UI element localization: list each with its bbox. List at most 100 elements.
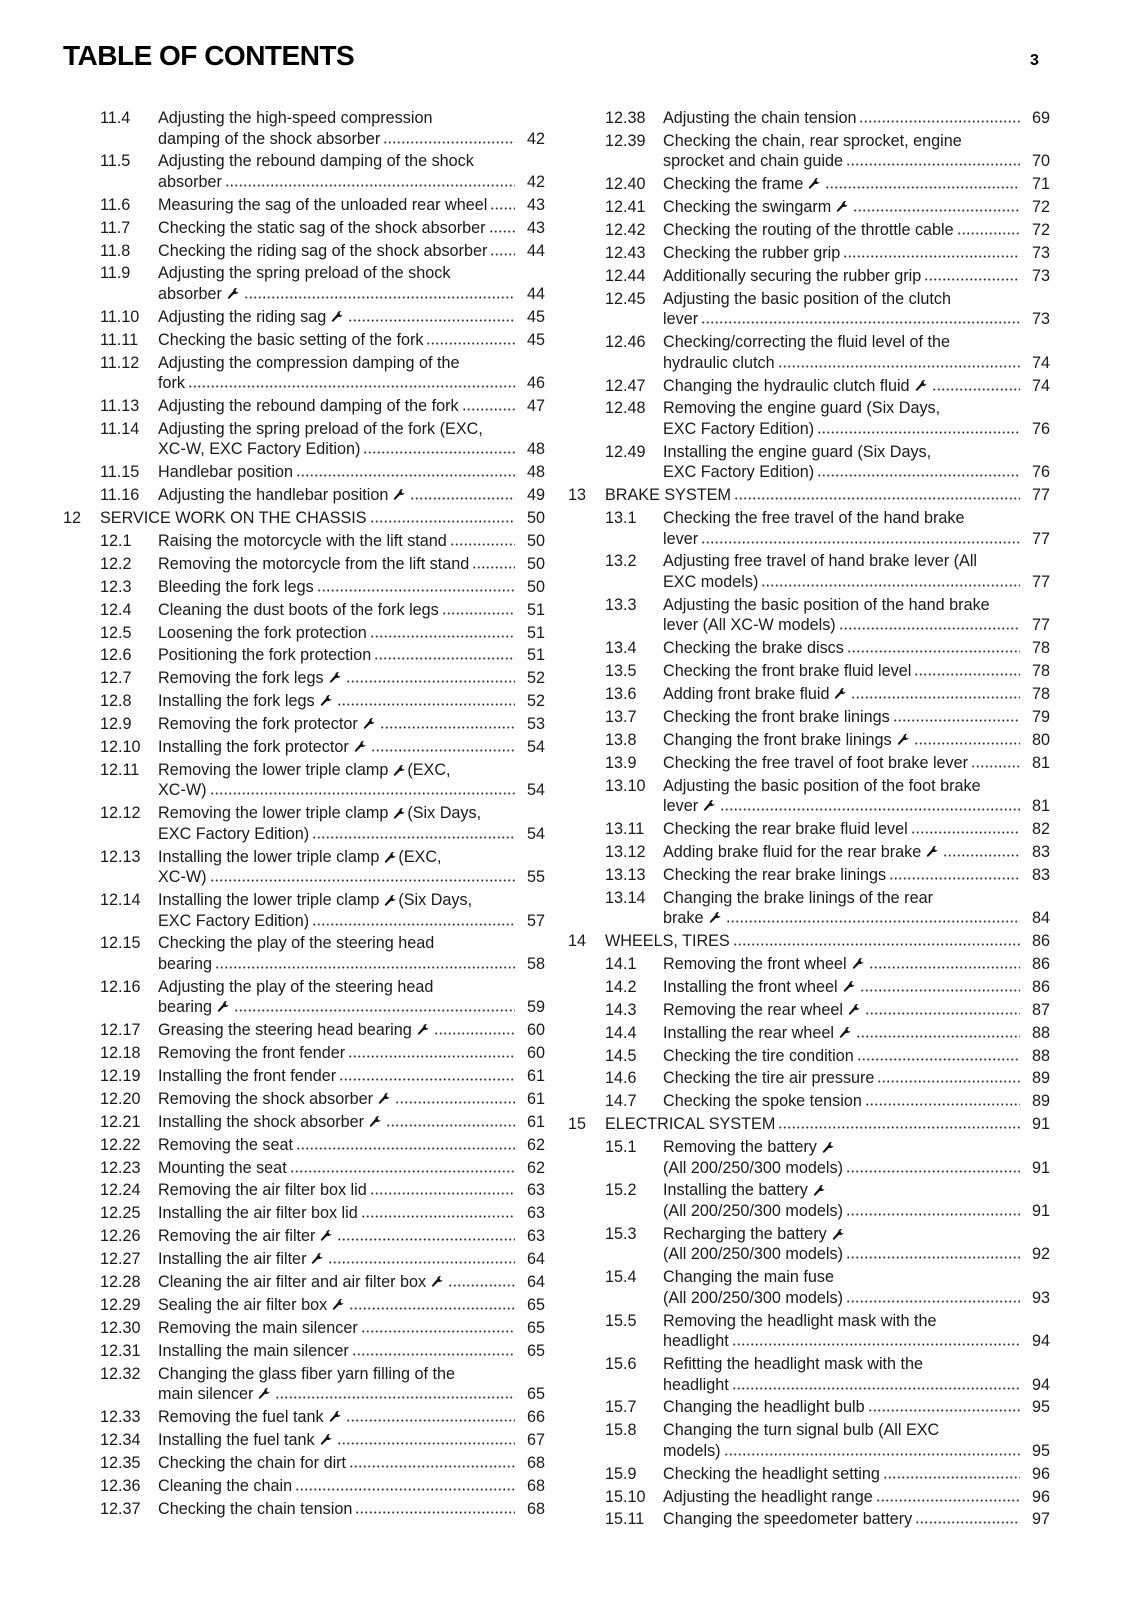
toc-entry[interactable]: 12.11 Removing the lower triple clamp (EXC… <box>63 760 545 801</box>
page-number-link[interactable]: 65 <box>526 1341 545 1360</box>
page-number-link[interactable]: 67 <box>526 1430 545 1449</box>
page-number-link[interactable]: 49 <box>526 486 545 505</box>
toc-entry[interactable]: 13.5 Checking the front brake fluid level… <box>568 661 1050 682</box>
page-number-link[interactable]: 76 <box>1031 463 1050 482</box>
toc-entry[interactable]: 14.7 Checking the spoke tension 89 <box>568 1091 1050 1112</box>
page-number-link[interactable]: 74 <box>1031 376 1050 395</box>
page-number-link[interactable]: 76 <box>1031 419 1050 438</box>
toc-entry[interactable]: 12.30 Removing the main silencer 65 <box>63 1318 545 1339</box>
page-number-link[interactable]: 95 <box>1031 1441 1050 1460</box>
page-number-link[interactable]: 94 <box>1031 1375 1050 1394</box>
page-number-link[interactable]: 73 <box>1031 243 1050 262</box>
page-number-link[interactable]: 72 <box>1031 198 1050 217</box>
page-number-link[interactable]: 46 <box>526 374 545 393</box>
toc-entry[interactable]: 11.7 Checking the static sag of the shock… <box>63 218 545 239</box>
toc-entry[interactable]: 12.14 Installing the lower triple clamp (S… <box>63 890 545 931</box>
toc-entry[interactable]: 15.6 Refitting the headlight mask with th… <box>568 1354 1050 1395</box>
toc-entry[interactable]: 12.7 Removing the fork legs 52 <box>63 668 545 689</box>
page-number-link[interactable]: 53 <box>526 715 545 734</box>
toc-entry[interactable]: 12.48 Removing the engine guard (Six Days… <box>568 398 1050 439</box>
toc-entry[interactable]: 11.5 Adjusting the rebound damping of the… <box>63 151 545 192</box>
toc-entry[interactable]: 12.31 Installing the main silencer 65 <box>63 1341 545 1362</box>
page-number-link[interactable]: 81 <box>1031 797 1050 816</box>
toc-entry[interactable]: 11.4 Adjusting the high-speed compression… <box>63 108 545 149</box>
toc-entry[interactable]: 12.13 Installing the lower triple clamp (E… <box>63 847 545 888</box>
toc-entry[interactable]: 13.7 Checking the front brake linings 79 <box>568 707 1050 728</box>
toc-entry[interactable]: 13.13 Checking the rear brake linings 83 <box>568 865 1050 886</box>
page-number-link[interactable]: 89 <box>1031 1092 1050 1111</box>
page-number-link[interactable]: 62 <box>526 1158 545 1177</box>
page-number-link[interactable]: 48 <box>526 463 545 482</box>
toc-entry[interactable]: 12.9 Removing the fork protector 53 <box>63 714 545 735</box>
page-number-link[interactable]: 63 <box>526 1204 545 1223</box>
page-number-link[interactable]: 73 <box>1031 310 1050 329</box>
page-number-link[interactable]: 50 <box>526 554 545 573</box>
page-number-link[interactable]: 80 <box>1031 730 1050 749</box>
toc-entry[interactable]: 12.44 Additionally securing the rubber gr… <box>568 266 1050 287</box>
page-number-link[interactable]: 83 <box>1031 865 1050 884</box>
toc-entry[interactable]: 15.10 Adjusting the headlight range 96 <box>568 1487 1050 1508</box>
toc-entry[interactable]: 13.4 Checking the brake discs 78 <box>568 638 1050 659</box>
page-number-link[interactable]: 70 <box>1031 152 1050 171</box>
toc-entry[interactable]: 12.25 Installing the air filter box lid 63 <box>63 1203 545 1224</box>
page-number-link[interactable]: 78 <box>1031 639 1050 658</box>
toc-entry[interactable]: 12.49 Installing the engine guard (Six Da… <box>568 442 1050 483</box>
toc-entry[interactable]: 15.11 Changing the speedometer battery 97 <box>568 1509 1050 1530</box>
toc-entry[interactable]: 15.9 Checking the headlight setting 96 <box>568 1464 1050 1485</box>
toc-entry[interactable]: 12.37 Checking the chain tension 68 <box>63 1499 545 1520</box>
toc-entry[interactable]: 11.14 Adjusting the spring preload of the… <box>63 419 545 460</box>
page-number-link[interactable]: 47 <box>526 397 545 416</box>
page-number-link[interactable]: 65 <box>526 1385 545 1404</box>
toc-entry[interactable]: 15.8 Changing the turn signal bulb (All E… <box>568 1420 1050 1461</box>
page-number-link[interactable]: 89 <box>1031 1069 1050 1088</box>
page-number-link[interactable]: 78 <box>1031 685 1050 704</box>
toc-entry[interactable]: 12.10 Installing the fork protector 54 <box>63 737 545 758</box>
page-number-link[interactable]: 96 <box>1031 1464 1050 1483</box>
page-number-link[interactable]: 66 <box>526 1407 545 1426</box>
toc-entry[interactable]: 12.6 Positioning the fork protection 51 <box>63 645 545 666</box>
toc-entry[interactable]: 11.11 Checking the basic setting of the f… <box>63 330 545 351</box>
page-number-link[interactable]: 52 <box>526 692 545 711</box>
page-number-link[interactable]: 91 <box>1031 1201 1050 1220</box>
page-number-link[interactable]: 58 <box>526 954 545 973</box>
toc-entry[interactable]: 12.2 Removing the motorcycle from the lif… <box>63 554 545 575</box>
page-number-link[interactable]: 43 <box>526 218 545 237</box>
page-number-link[interactable]: 44 <box>526 241 545 260</box>
toc-entry[interactable]: 13.3 Adjusting the basic position of the … <box>568 595 1050 636</box>
toc-entry[interactable]: 11.15 Handlebar position 48 <box>63 462 545 483</box>
page-number-link[interactable]: 63 <box>526 1181 545 1200</box>
toc-entry[interactable]: 12.39 Checking the chain, rear sprocket, … <box>568 131 1050 172</box>
toc-entry[interactable]: 13.9 Checking the free travel of foot bra… <box>568 753 1050 774</box>
page-number-link[interactable]: 61 <box>526 1112 545 1131</box>
toc-entry[interactable]: 15.1 Removing the battery (All 200/250/300… <box>568 1137 1050 1178</box>
page-number-link[interactable]: 91 <box>1031 1115 1050 1134</box>
toc-entry[interactable]: 12.29 Sealing the air filter box 65 <box>63 1295 545 1316</box>
toc-entry[interactable]: 13.10 Adjusting the basic position of the… <box>568 776 1050 817</box>
page-number-link[interactable]: 87 <box>1031 1000 1050 1019</box>
toc-entry[interactable]: 12.15 Checking the play of the steering h… <box>63 933 545 974</box>
toc-entry[interactable]: 12.36 Cleaning the chain 68 <box>63 1476 545 1497</box>
page-number-link[interactable]: 43 <box>526 195 545 214</box>
page-number-link[interactable]: 50 <box>526 509 545 528</box>
toc-entry[interactable]: 14.5 Checking the tire condition 88 <box>568 1046 1050 1067</box>
page-number-link[interactable]: 91 <box>1031 1158 1050 1177</box>
toc-entry[interactable]: 11.9 Adjusting the spring preload of the … <box>63 263 545 304</box>
page-number-link[interactable]: 61 <box>526 1067 545 1085</box>
page-number-link[interactable]: 50 <box>526 577 545 596</box>
page-number-link[interactable]: 78 <box>1031 662 1050 681</box>
toc-entry[interactable]: 13.12 Adding brake fluid for the rear bra… <box>568 842 1050 863</box>
page-number-link[interactable]: 71 <box>1031 175 1050 194</box>
page-number-link[interactable]: 84 <box>1031 909 1050 928</box>
page-number-link[interactable]: 60 <box>526 1044 545 1063</box>
page-number-link[interactable]: 52 <box>526 669 545 688</box>
page-number-link[interactable]: 64 <box>526 1273 545 1292</box>
toc-entry[interactable]: 12.22 Removing the seat 62 <box>63 1135 545 1156</box>
toc-entry[interactable]: 12.4 Cleaning the dust boots of the fork … <box>63 600 545 621</box>
page-number-link[interactable]: 93 <box>1031 1288 1050 1307</box>
page-number-link[interactable]: 95 <box>1031 1398 1050 1417</box>
page-number-link[interactable]: 51 <box>526 623 545 642</box>
page-number-link[interactable]: 69 <box>1031 109 1050 127</box>
page-number-link[interactable]: 57 <box>526 911 545 930</box>
toc-entry[interactable]: 11.6 Measuring the sag of the unloaded re… <box>63 195 545 216</box>
toc-entry[interactable]: 11.8 Checking the riding sag of the shock… <box>63 241 545 262</box>
